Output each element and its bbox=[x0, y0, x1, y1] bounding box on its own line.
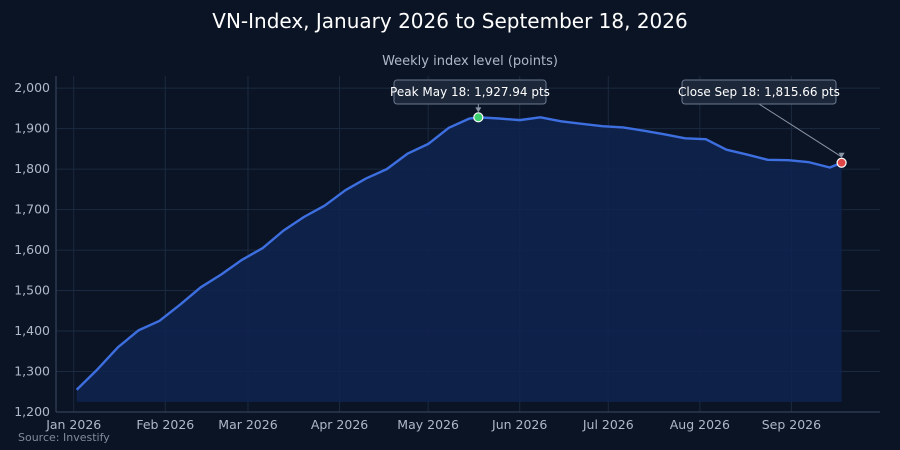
arrow-head bbox=[475, 107, 482, 113]
x-tick-label: Jul 2026 bbox=[582, 417, 634, 432]
annotation-box bbox=[393, 79, 547, 105]
data-point bbox=[200, 287, 201, 288]
axes bbox=[55, 76, 880, 413]
data-point bbox=[540, 117, 541, 118]
data-point bbox=[303, 216, 304, 217]
data-point bbox=[221, 274, 222, 275]
x-tick-label: Feb 2026 bbox=[136, 417, 194, 432]
series-line bbox=[75, 116, 843, 391]
y-tick-label: 1,700 bbox=[14, 202, 50, 217]
chart-title: VN-Index, January 2026 to September 18, … bbox=[212, 9, 687, 33]
annotation-label: Close Sep 18: 1,815.66 pts bbox=[678, 85, 840, 99]
tick-labels: 1,200 1,300 1,400 1,500 1,600 1,700 1,800 1,900… bbox=[14, 80, 821, 432]
x-tick-label: Apr 2026 bbox=[311, 417, 368, 432]
data-point bbox=[407, 153, 408, 154]
data-point bbox=[788, 160, 789, 161]
data-point bbox=[283, 230, 284, 231]
y-tick-label: 1,400 bbox=[14, 323, 50, 338]
data-point bbox=[602, 126, 603, 127]
arrow-head bbox=[838, 152, 845, 158]
annotations: Peak May 18: 1,927.94 pts Close Sep 18: 1… bbox=[390, 79, 847, 168]
x-tick-label: Sep 2026 bbox=[762, 417, 821, 432]
annotation-marker bbox=[836, 157, 847, 168]
data-point bbox=[179, 304, 180, 305]
data-point bbox=[560, 121, 561, 122]
x-tick-label: Aug 2026 bbox=[670, 417, 730, 432]
data-point bbox=[159, 320, 160, 321]
data-point bbox=[386, 169, 387, 170]
area-layer bbox=[75, 116, 843, 402]
y-tick-label: 1,900 bbox=[14, 121, 50, 136]
data-point bbox=[76, 389, 77, 390]
annotation-label: Peak May 18: 1,927.94 pts bbox=[390, 85, 550, 99]
data-point bbox=[519, 120, 520, 121]
annotation-marker bbox=[473, 112, 484, 123]
x-tick-label: Mar 2026 bbox=[218, 417, 277, 432]
data-point bbox=[366, 178, 367, 179]
data-point bbox=[829, 167, 830, 168]
data-point bbox=[581, 123, 582, 124]
data-point bbox=[622, 127, 623, 128]
data-point bbox=[809, 162, 810, 163]
data-point bbox=[746, 154, 747, 155]
data-point bbox=[498, 118, 499, 119]
x-tick-label: Jun 2026 bbox=[491, 417, 547, 432]
data-point bbox=[324, 205, 325, 206]
y-tick-label: 2,000 bbox=[14, 80, 50, 95]
chart-subtitle: Weekly index level (points) bbox=[382, 54, 558, 69]
data-point bbox=[767, 159, 768, 160]
x-tick-label: May 2026 bbox=[397, 417, 459, 432]
y-tick-label: 1,300 bbox=[14, 364, 50, 379]
data-point bbox=[97, 369, 98, 370]
x-tick-label: Jan 2026 bbox=[45, 417, 101, 432]
data-point bbox=[664, 134, 665, 135]
y-tick-label: 1,200 bbox=[14, 404, 50, 419]
source-note: Source: Investify bbox=[18, 431, 110, 444]
data-point bbox=[643, 130, 644, 131]
data-point bbox=[428, 143, 429, 144]
y-tick-label: 1,800 bbox=[14, 161, 50, 176]
annotation-arrow bbox=[758, 103, 842, 158]
data-point bbox=[469, 118, 470, 119]
data-point bbox=[684, 138, 685, 139]
data-point bbox=[241, 259, 242, 260]
data-point bbox=[138, 330, 139, 331]
data-point bbox=[448, 127, 449, 128]
area-fill bbox=[76, 117, 842, 402]
data-point bbox=[117, 347, 118, 348]
y-tick-label: 1,600 bbox=[14, 242, 50, 257]
y-tick-label: 1,500 bbox=[14, 283, 50, 298]
data-point bbox=[262, 247, 263, 248]
data-point bbox=[726, 149, 727, 150]
annotation-box bbox=[681, 79, 837, 105]
data-point bbox=[705, 139, 706, 140]
data-point bbox=[345, 190, 346, 191]
